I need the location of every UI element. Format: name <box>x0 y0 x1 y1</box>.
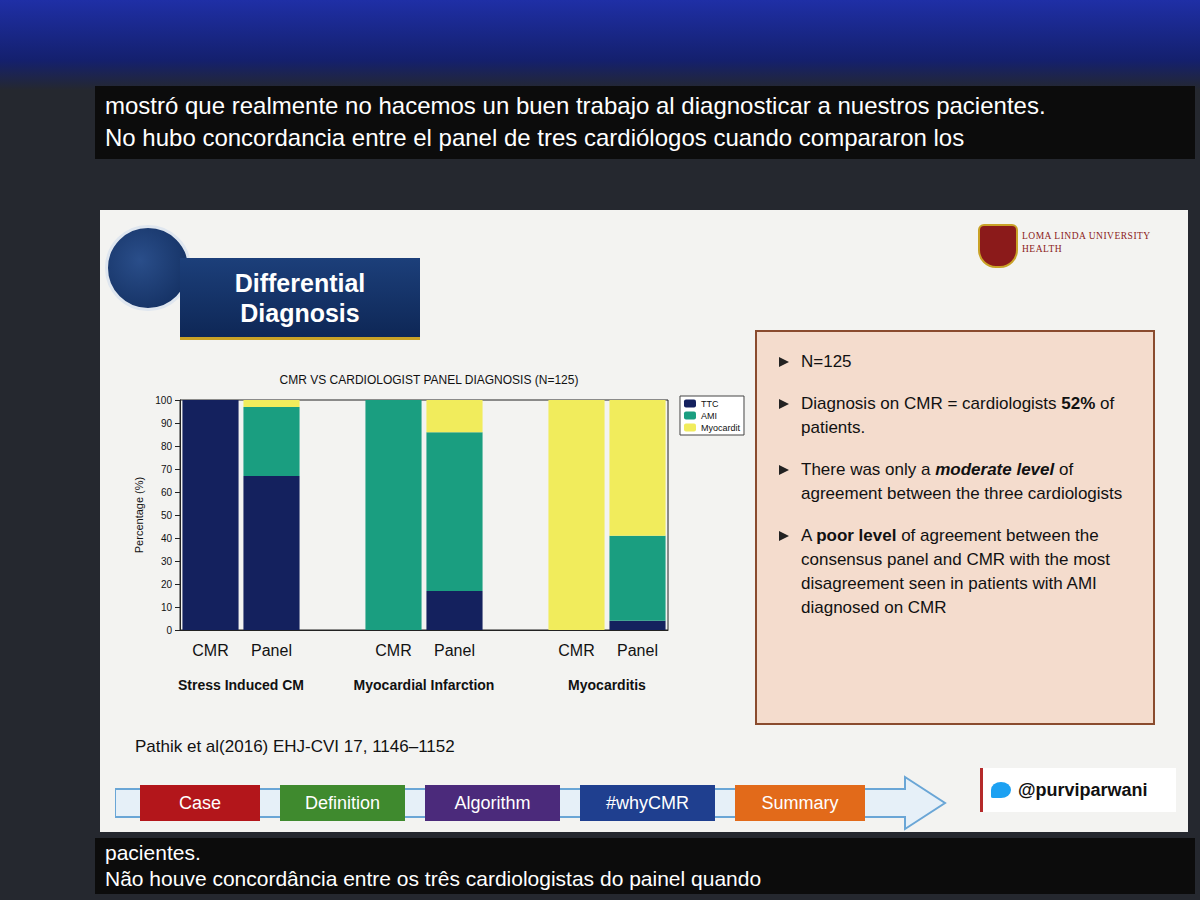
svg-text:30: 30 <box>161 556 173 567</box>
svg-text:TTC: TTC <box>701 399 719 409</box>
html-text:HEALTH: HEALTH <box>1022 244 1063 254</box>
svg-text:AMI: AMI <box>701 411 717 421</box>
svg-text:10: 10 <box>161 602 173 613</box>
svg-text:CMR: CMR <box>558 642 594 659</box>
html-text:@purviparwani: @purviparwani <box>1018 779 1148 800</box>
html-text:Diagnosis on CMR = cardiologis: Diagnosis on CMR = cardiologists 52% of … <box>801 394 1115 437</box>
html-text:No hubo concordancia entre el: No hubo concordancia entre el panel de t… <box>105 124 965 152</box>
html-text:mostró que realmente no hacemo: mostró que realmente no hacemos un buen … <box>105 92 1046 119</box>
svg-text:CMR: CMR <box>192 642 228 659</box>
svg-text:80: 80 <box>161 441 173 452</box>
html-text:A poor level of agreement betw: A poor level of agreement between the co… <box>801 526 1110 617</box>
svg-text:Panel: Panel <box>434 642 475 659</box>
svg-text:0: 0 <box>166 625 172 636</box>
html-text:Differential Diagnosis: Differential Diagnosis <box>234 268 366 327</box>
svg-text:Stress Induced CM: Stress Induced CM <box>178 677 304 693</box>
svg-text:Myocarditis: Myocarditis <box>568 677 646 693</box>
html-text:Definition: Definition <box>305 792 380 813</box>
svg-text:100: 100 <box>155 395 172 406</box>
svg-text:20: 20 <box>161 579 173 590</box>
svg-text:Percentage (%): Percentage (%) <box>133 477 145 553</box>
svg-text:Myocardit: Myocardit <box>701 423 741 433</box>
html-text:Case: Case <box>179 792 221 813</box>
svg-text:Panel: Panel <box>251 642 292 659</box>
svg-text:40: 40 <box>161 533 173 544</box>
svg-text:60: 60 <box>161 487 173 498</box>
html-text:Pathik et al(2016) EHJ-CVI 17,: Pathik et al(2016) EHJ-CVI 17, 1146–1152 <box>135 737 455 756</box>
svg-text:CMR: CMR <box>375 642 411 659</box>
svg-text:70: 70 <box>161 464 173 475</box>
svg-text:90: 90 <box>161 418 173 429</box>
svg-text:Panel: Panel <box>617 642 658 659</box>
html-text:N=125: N=125 <box>801 352 852 371</box>
svg-text:Myocardial Infarction: Myocardial Infarction <box>354 677 495 693</box>
html-text:LOMA LINDA UNIVERSITY: LOMA LINDA UNIVERSITY <box>1022 231 1151 241</box>
html-text:There was only a moderate leve: There was only a moderate level of agree… <box>801 460 1123 503</box>
html-text:#whyCMR: #whyCMR <box>606 792 689 813</box>
html-text:Não houve concordância entre o: Não houve concordância entre os três car… <box>105 867 762 890</box>
html-text:Algorithm: Algorithm <box>454 792 531 813</box>
html-text:Summary: Summary <box>761 792 839 813</box>
svg-text:50: 50 <box>161 510 173 521</box>
svg-text:CMR VS CARDIOLOGIST PANEL DIAG: CMR VS CARDIOLOGIST PANEL DIAGNOSIS (N=1… <box>280 373 579 387</box>
html-text:pacientes.: pacientes. <box>105 841 201 864</box>
